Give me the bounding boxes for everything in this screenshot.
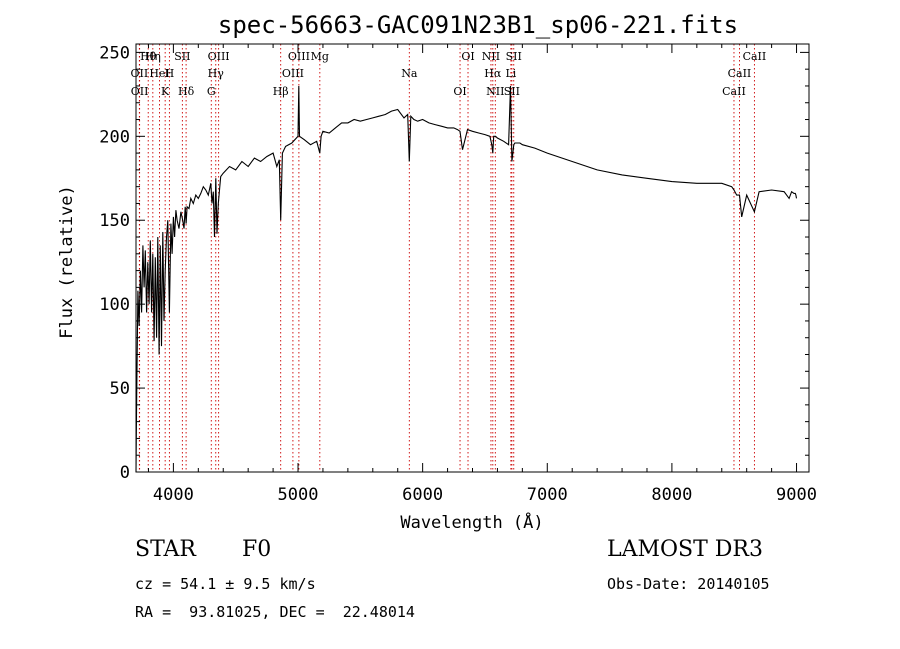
y-axis-label: Flux (relative) (57, 185, 77, 339)
line-label: Mg (311, 50, 329, 63)
x-tick-label: 6000 (402, 485, 443, 505)
y-tick-label: 100 (99, 295, 130, 315)
line-label: CaII (743, 50, 767, 63)
line-label: OIII (288, 50, 310, 63)
x-axis-label: Wavelength (Å) (400, 511, 543, 533)
line-label: Na (401, 67, 418, 80)
y-tick-label: 200 (99, 127, 130, 147)
line-label: NII (482, 50, 500, 63)
x-tick-label: 9000 (776, 485, 817, 505)
object-class: STAR (135, 537, 196, 562)
x-tick-label: 8000 (651, 485, 692, 505)
y-axis: 0 50 100 150 200 250 (99, 43, 809, 483)
line-label: Hδ (178, 85, 195, 98)
coordinates: RA = 93.81025, DEC = 22.48014 (135, 603, 415, 621)
line-label: OIII (282, 67, 304, 80)
line-label: OII (131, 67, 149, 80)
object-subclass: F0 (242, 537, 272, 562)
x-tick-label: 5000 (278, 485, 319, 505)
survey-name: LAMOST DR3 (607, 537, 763, 562)
chart-title: spec-56663-GAC091N23B1_sp06-221.fits (218, 11, 738, 39)
y-tick-label: 0 (120, 463, 130, 483)
emission-line-markers (138, 44, 755, 472)
line-label: OII (131, 85, 149, 98)
y-tick-label: 50 (110, 379, 130, 399)
line-label: SII (174, 50, 190, 63)
x-tick-label: 4000 (153, 485, 194, 505)
line-label: OIII (208, 50, 230, 63)
line-label: G (207, 85, 216, 98)
line-label: CaII (728, 67, 752, 80)
x-tick-label: 7000 (527, 485, 568, 505)
line-label: H (165, 67, 175, 80)
line-label: K (161, 85, 170, 98)
line-label: NII (486, 85, 504, 98)
line-label: Hα (484, 67, 502, 80)
y-tick-label: 250 (99, 43, 130, 63)
spectrum-line (135, 85, 798, 473)
line-label: SII (504, 85, 520, 98)
observation-date: Obs-Date: 20140105 (607, 575, 770, 593)
line-label: HeI (149, 67, 169, 80)
y-tick-label: 150 (99, 211, 130, 231)
line-label: Hη (145, 50, 161, 63)
line-label: OI (461, 50, 474, 63)
line-label: Hβ (273, 85, 289, 98)
line-label: CaII (722, 85, 746, 98)
line-label: Hγ (208, 67, 225, 80)
plot-frame (135, 43, 810, 473)
line-label: OI (453, 85, 466, 98)
emission-line-labels: Hθ OII OII Hη HeI K SII HHδ OIII Hγ G OIII OIII Hβ Mg N… (131, 50, 767, 98)
redshift-velocity: cz = 54.1 ± 9.5 km/s (135, 575, 316, 593)
x-axis: 4000 5000 6000 7000 8000 9000 (147, 44, 817, 505)
line-label: Li (505, 67, 516, 80)
line-label: SII (506, 50, 522, 63)
line-label: Hθ (140, 50, 157, 63)
